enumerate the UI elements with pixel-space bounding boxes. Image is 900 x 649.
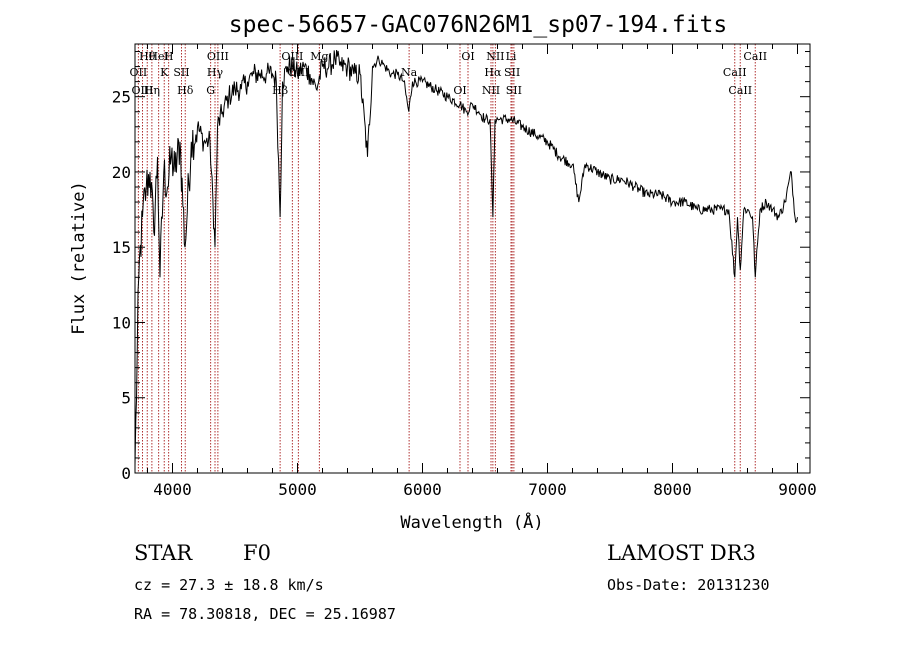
flux-series-line: [134, 49, 798, 466]
x-tick-label: 6000: [403, 480, 442, 499]
spectral-line-label: K: [160, 66, 169, 79]
spectral-line-label: H: [164, 50, 174, 63]
y-tick-label: 20: [112, 163, 131, 182]
spectral-line-label: CaII: [743, 50, 767, 63]
y-tick-label: 5: [121, 389, 131, 408]
x-axis-label: Wavelength (Å): [400, 511, 543, 533]
spectral-line-label: Hα: [484, 66, 502, 79]
x-tick-label: 9000: [778, 480, 817, 499]
spectral-line-label: OII: [130, 66, 148, 79]
survey-name: LAMOST DR3: [607, 541, 756, 565]
spectral-line-label: Mg: [310, 50, 328, 63]
x-tick-label: 5000: [278, 480, 317, 499]
spectral-line-label: SII: [173, 66, 189, 79]
spectral-line-label: Hγ: [207, 66, 224, 79]
y-tick-label: 25: [112, 88, 131, 107]
x-tick-label: 7000: [528, 480, 567, 499]
spectral-line-label: CaII: [728, 84, 752, 97]
spectral-line-label: Na: [401, 66, 418, 79]
sky-coordinates: RA = 78.30818, DEC = 25.16987: [134, 605, 396, 623]
spectral-line-label: CaII: [723, 66, 747, 79]
spectral-line-label: OIII: [131, 84, 153, 97]
x-tick-label: 8000: [653, 480, 692, 499]
spectral-line-label: OI: [453, 84, 466, 97]
spectral-line-label: Li: [506, 50, 517, 63]
x-axis-ticks: 4000 5000 6000 7000 8000 9000: [147, 44, 817, 499]
spectral-line-label: Hη: [144, 84, 160, 97]
y-tick-label: 15: [112, 238, 131, 257]
spectral-line-label: SII: [504, 66, 520, 79]
y-axis-label: Flux (relative): [69, 181, 89, 335]
spectral-line-label: OIII: [207, 50, 229, 63]
redshift-velocity: cz = 27.3 ± 18.8 km/s: [134, 576, 324, 594]
x-tick-label: 4000: [153, 480, 192, 499]
y-tick-label: 10: [112, 313, 131, 332]
spectral-line-markers: [137, 44, 756, 473]
plot-frame: [134, 43, 811, 474]
object-class: STAR: [134, 541, 193, 565]
spectral-line-label: OI: [461, 50, 474, 63]
spectral-line-label: HeI: [148, 50, 168, 63]
chart-title: spec-56657-GAC076N26M1_sp07-194.fits: [229, 12, 728, 38]
spectral-line-labels: HθOIIOIIIHeIKHηHSIIHδOIIIHγGOIIIOIIIHβMg…: [130, 50, 768, 97]
observation-date: Obs-Date: 20131230: [607, 576, 770, 594]
spectral-line-label: SII: [506, 84, 522, 97]
y-tick-label: 0: [121, 464, 131, 483]
spectral-line-label: NII: [486, 50, 504, 63]
object-subclass: F0: [243, 541, 271, 565]
y-axis-ticks: 0 5 10 15 20 25: [112, 51, 810, 483]
spectral-line-label: Hδ: [177, 84, 194, 97]
spectral-line-label: G: [206, 84, 215, 97]
spectral-line-label: NII: [482, 84, 500, 97]
spectral-line-label: Hθ: [139, 50, 156, 63]
